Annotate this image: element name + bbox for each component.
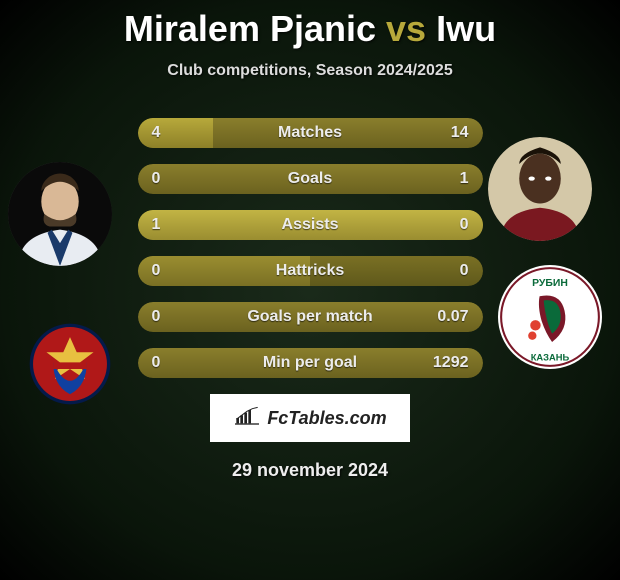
- svg-text:КАЗАНЬ: КАЗАНЬ: [531, 353, 570, 363]
- stats-container: 4 Matches 14 0 Goals 1 1 Assists 0 0 Hattricks 0 0 Go…: [138, 110, 483, 378]
- main-content: РУБИН КАЗАНЬ 4Matches140Goals11Assists00…: [0, 110, 620, 481]
- player1-club-badge: [28, 322, 112, 406]
- stat-label: Hattricks: [276, 262, 344, 280]
- stat-right-value: 1292: [433, 354, 469, 372]
- stat-right-value: 0.07: [437, 308, 468, 326]
- svg-text:РУБИН: РУБИН: [532, 278, 568, 289]
- stat-right-value: 0: [460, 216, 469, 234]
- stat-left-value: 4: [152, 124, 161, 142]
- stat-row: 4 Matches 14: [138, 118, 483, 148]
- stat-row: 0 Min per goal 1292: [138, 348, 483, 378]
- stat-label: Min per goal: [263, 354, 357, 372]
- brand-text: FcTables.com: [267, 408, 386, 429]
- stat-left-value: 0: [152, 262, 161, 280]
- stat-right-value: 1: [460, 170, 469, 188]
- stat-left-value: 0: [152, 170, 161, 188]
- player1-avatar: [8, 162, 112, 266]
- stat-left-value: 0: [152, 308, 161, 326]
- stat-label: Goals: [288, 170, 332, 188]
- brand-watermark: FcTables.com: [210, 394, 410, 442]
- comparison-title: Miralem Pjanic vs Iwu: [0, 0, 620, 50]
- stat-row: 1 Assists 0: [138, 210, 483, 240]
- stat-right-value: 14: [451, 124, 469, 142]
- subtitle: Club competitions, Season 2024/2025: [0, 62, 620, 80]
- stat-left-value: 1: [152, 216, 161, 234]
- title-player1: Miralem Pjanic: [124, 8, 376, 49]
- title-vs: vs: [386, 8, 426, 49]
- stat-label: Assists: [282, 216, 339, 234]
- stat-right-value: 0: [460, 262, 469, 280]
- stat-label: Goals per match: [247, 308, 372, 326]
- stat-left-value: 0: [152, 354, 161, 372]
- comparison-date: 29 november 2024: [0, 460, 620, 481]
- stat-row: 0 Hattricks 0: [138, 256, 483, 286]
- title-player2: Iwu: [436, 8, 496, 49]
- stat-row: 0 Goals 1: [138, 164, 483, 194]
- stat-label: Matches: [278, 124, 342, 142]
- stat-row: 0 Goals per match 0.07: [138, 302, 483, 332]
- player2-club-badge: РУБИН КАЗАНЬ: [498, 265, 602, 369]
- player2-avatar: [488, 137, 592, 241]
- chart-icon: [233, 406, 261, 431]
